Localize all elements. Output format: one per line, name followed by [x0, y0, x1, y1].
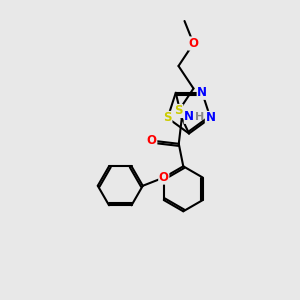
Text: H: H	[195, 112, 204, 122]
Text: N: N	[206, 112, 215, 124]
Text: N: N	[184, 110, 194, 123]
Text: O: O	[147, 134, 157, 147]
Text: S: S	[174, 104, 183, 118]
Text: O: O	[159, 171, 169, 184]
Text: S: S	[164, 112, 172, 124]
Text: O: O	[188, 37, 199, 50]
Text: N: N	[197, 86, 207, 99]
